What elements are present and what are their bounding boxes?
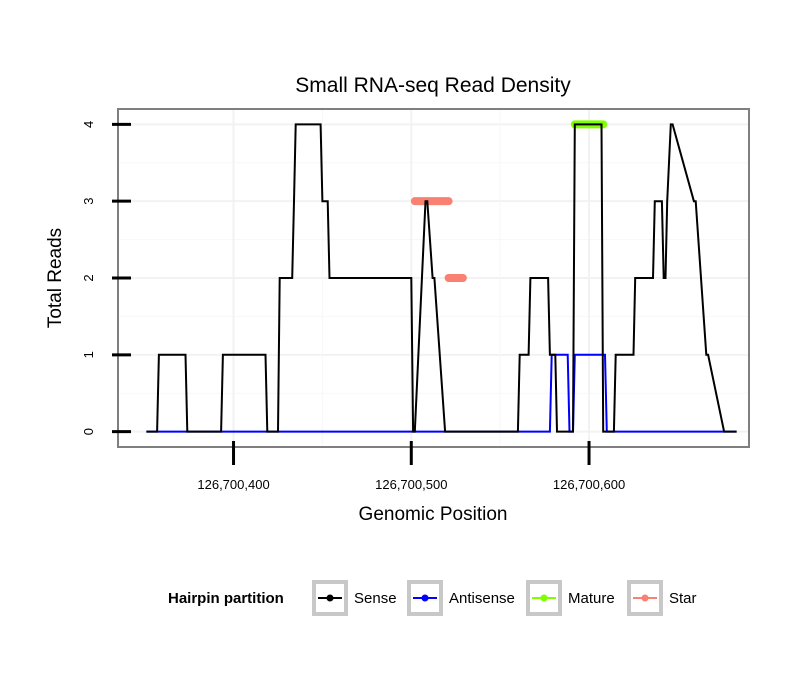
legend-dot-star <box>641 594 649 602</box>
legend-label-antisense: Antisense <box>449 590 515 607</box>
legend-dot-antisense <box>421 594 429 602</box>
y-tick-label: 1 <box>81 351 96 358</box>
y-tick-label: 0 <box>81 428 96 435</box>
legend-dot-mature <box>540 594 548 602</box>
y-tick-label: 2 <box>81 274 96 281</box>
legend-label-sense: Sense <box>354 590 397 607</box>
plot-area <box>117 108 750 448</box>
y-tick-label: 3 <box>81 198 96 205</box>
x-tick-label: 126,700,400 <box>197 477 269 492</box>
legend-items: Sense Antisense Mature Star <box>312 580 697 616</box>
series-sense-line <box>146 123 737 433</box>
legend-label-mature: Mature <box>568 590 615 607</box>
legend: Hairpin partition Sense Antisense Mature St… <box>168 580 697 616</box>
legend-title: Hairpin partition <box>168 590 284 607</box>
x-tick-label: 126,700,500 <box>375 477 447 492</box>
y-tick-label: 4 <box>81 121 96 128</box>
y-axis-title: Total Reads <box>45 228 66 328</box>
x-axis-title: Genomic Position <box>359 504 508 525</box>
chart-title: Small RNA-seq Read Density <box>295 74 571 97</box>
series <box>146 123 737 433</box>
x-tick-label: 126,700,600 <box>553 477 625 492</box>
x-axis: 126,700,400 126,700,500 126,700,600 <box>197 441 625 492</box>
legend-dot-sense <box>326 594 334 602</box>
y-axis: 0 1 2 3 4 <box>81 121 131 435</box>
legend-label-star: Star <box>669 590 697 607</box>
